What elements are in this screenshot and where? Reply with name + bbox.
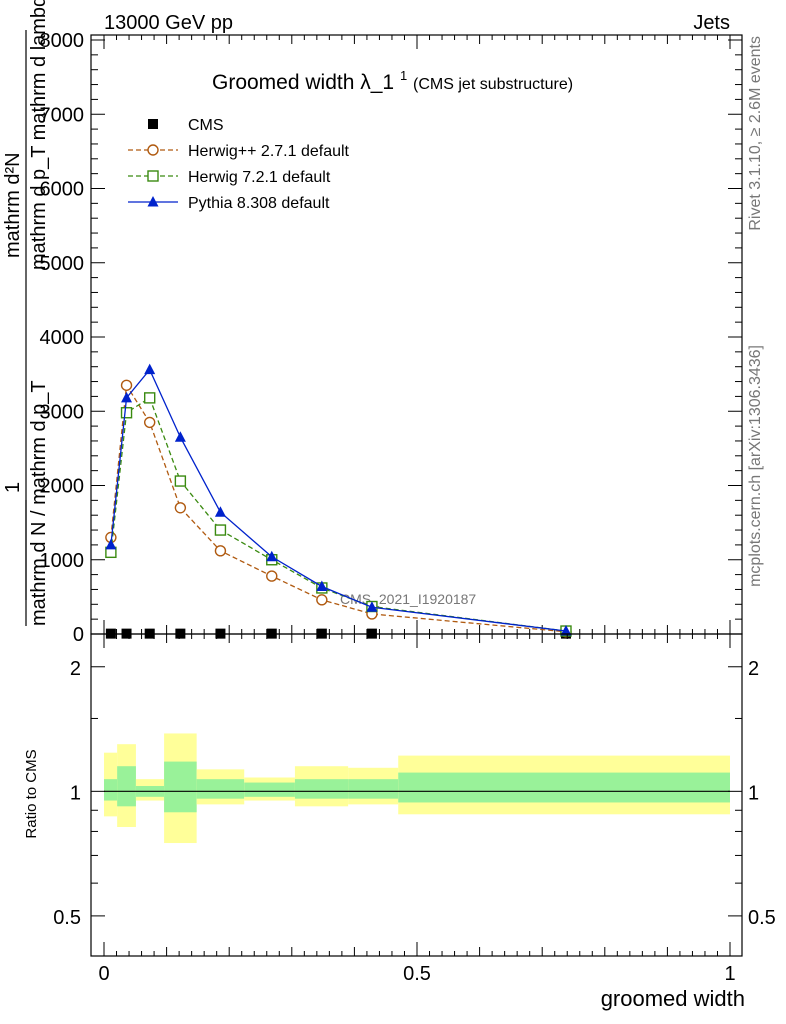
- data-point: [266, 570, 278, 582]
- data-point: [105, 538, 117, 550]
- main-series: [105, 363, 572, 639]
- y-tick-label: 7000: [40, 104, 85, 126]
- series-line: [110, 396, 567, 632]
- legend-item: Pythia 8.308 default: [128, 195, 330, 212]
- data-point: [266, 550, 278, 562]
- chart-title: Groomed width λ_1 1 (CMS jet substructur…: [212, 62, 573, 94]
- legend-marker: [147, 170, 159, 182]
- chart-subtitle: (CMS jet substructure): [413, 76, 573, 93]
- ratio-y-tick-label: 0.5: [53, 907, 81, 929]
- data-point: [316, 594, 328, 606]
- y-tick-label: 2000: [40, 476, 85, 498]
- data-point: [143, 392, 156, 404]
- y-tick-label: 1000: [40, 550, 85, 572]
- uncertainty-band-inner: [117, 766, 136, 807]
- data-point: [366, 601, 378, 612]
- data-point: [143, 416, 156, 429]
- data-point: [316, 580, 328, 591]
- y-axis-label: mathrm d²N mathrm d p_T mathrm d lambda …: [2, 0, 50, 626]
- uncertainty-band-inner: [398, 772, 730, 803]
- uncertainty-band-inner: [196, 779, 245, 799]
- header-left: 13000 GeV pp: [104, 12, 233, 34]
- data-point: [120, 407, 133, 419]
- ratio-y-tick-label: 2: [70, 658, 81, 680]
- chart-title-sup: 1: [400, 68, 407, 83]
- ratio-y-tick-label-right: 0.5: [748, 907, 776, 929]
- y-tick-label: 4000: [40, 327, 85, 349]
- series-herwig-7-2-1-default: [105, 392, 572, 637]
- x-axis-label: groomed width: [601, 986, 745, 1011]
- data-point: [214, 524, 227, 536]
- series-pythia-8-308-default: [105, 363, 572, 636]
- header-right: Jets: [693, 12, 730, 34]
- x-tick-label: 1: [724, 963, 735, 985]
- chart-title-lambda: λ_1: [360, 71, 394, 94]
- legend-label: Pythia 8.308 default: [188, 195, 330, 212]
- y-tick-label: 5000: [40, 253, 85, 275]
- legend-item: CMS: [148, 117, 224, 134]
- legend-label: Herwig++ 2.7.1 default: [188, 143, 350, 160]
- data-point: [174, 431, 186, 442]
- main-panel: CMS_2021_I1920187 0 1000 2000 3000 4000 5000 6…: [2, 0, 743, 646]
- legend-label: Herwig 7.2.1 default: [188, 169, 331, 186]
- ylabel-top-denominator: mathrm d p_T mathrm d lambda: [28, 0, 50, 270]
- uncertainty-band-inner: [294, 779, 349, 799]
- uncertainty-band-inner: [104, 779, 118, 801]
- chart-title-main: Groomed width: [212, 71, 354, 94]
- legend-label: CMS: [188, 117, 224, 134]
- x-tick-label: 0: [98, 963, 109, 985]
- rivet-label: Rivet 3.1.10, ≥ 2.6M events: [747, 36, 764, 231]
- watermark: CMS_2021_I1920187: [340, 591, 476, 607]
- ylabel-bottom: mathrm d N / mathrm d p_T: [28, 380, 50, 626]
- legend-marker: [147, 144, 159, 156]
- y-tick-label: 6000: [40, 179, 85, 201]
- uncertainty-band-inner: [244, 782, 295, 797]
- ratio-bands: [104, 733, 730, 844]
- y-tick-label: 8000: [40, 30, 85, 52]
- data-point: [174, 475, 187, 487]
- ratio-ticks: 0.5 0.5 1 1 2 2 0 0.5 1: [53, 634, 776, 985]
- mcplots-label: mcplots.cern.ch [arXiv:1306.3436]: [747, 345, 764, 587]
- data-point: [144, 363, 156, 375]
- uncertainty-band-inner: [348, 779, 399, 799]
- y-tick-label: 3000: [40, 401, 85, 423]
- legend: CMS Herwig++ 2.7.1 default Herwig 7.2.1 de…: [128, 117, 350, 212]
- uncertainty-band-inner: [164, 761, 197, 813]
- data-point: [560, 625, 572, 636]
- y-tick-label: 0: [73, 624, 84, 646]
- legend-item: Herwig 7.2.1 default: [128, 169, 331, 186]
- ratio-y-tick-label: 1: [70, 782, 81, 804]
- legend-marker: [148, 119, 158, 129]
- data-point: [121, 391, 133, 403]
- data-point: [174, 502, 187, 514]
- x-tick-label: 0.5: [403, 963, 431, 985]
- ratio-panel: 0.5 0.5 1 1 2 2 0 0.5 1 Ratio to CMS groomed wid…: [23, 633, 776, 1011]
- ratio-y-tick-label-right: 1: [748, 782, 759, 804]
- ratio-ylabel: Ratio to CMS: [23, 749, 40, 838]
- ratio-frame: [90, 633, 743, 957]
- ylabel-top-numerator: mathrm d²N: [2, 152, 24, 258]
- legend-marker: [147, 196, 159, 207]
- data-point: [214, 506, 226, 517]
- ylabel-one: 1: [2, 482, 24, 493]
- data-point: [120, 379, 133, 391]
- series-herwig-2-7-1-default: [105, 379, 572, 638]
- series-line: [110, 368, 567, 632]
- ratio-y-tick-label-right: 2: [748, 658, 759, 680]
- legend-item: Herwig++ 2.7.1 default: [128, 143, 350, 160]
- data-point: [214, 545, 227, 557]
- main-ticks: 0 1000 2000 3000 4000 5000 6000 7000 8000: [40, 30, 742, 646]
